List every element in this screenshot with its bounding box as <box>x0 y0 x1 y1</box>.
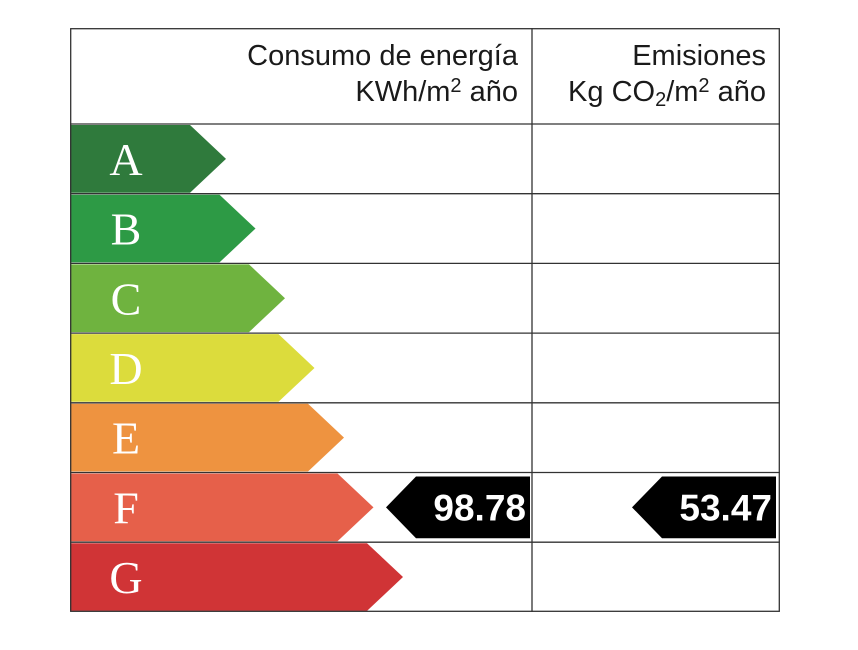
rating-bar-b <box>70 194 256 263</box>
rating-bar-c <box>70 264 285 333</box>
header-emisiones-line1: Emisiones <box>632 40 766 72</box>
rating-letter-c: C <box>111 273 142 324</box>
unit-text: año <box>461 76 518 108</box>
consumo-value: 98.78 <box>433 487 526 528</box>
header-consumo-line1: Consumo de energía <box>247 40 518 72</box>
rating-letter-g: G <box>109 552 142 603</box>
rating-bar-g <box>70 543 403 611</box>
rating-letter-d: D <box>109 343 142 394</box>
unit-sup: 2 <box>698 75 710 97</box>
unit-text: Kg CO <box>568 76 656 108</box>
unit-text: KWh/m <box>355 76 451 108</box>
rating-letter-f: F <box>113 482 139 533</box>
unit-sub: 2 <box>655 89 667 111</box>
rating-bar-a <box>70 125 226 193</box>
consumo-pointer <box>386 476 530 539</box>
rating-bar-d <box>70 334 315 402</box>
header-consumo: Consumo de energía KWh/m2 año <box>70 28 532 124</box>
rating-bar-e <box>70 403 344 472</box>
rating-letter-e: E <box>112 413 140 464</box>
unit-sup: 2 <box>450 75 462 97</box>
energy-label: Consumo de energía KWh/m2 año Emisiones … <box>70 28 780 612</box>
rating-bar-f <box>70 473 374 542</box>
rating-letter-b: B <box>111 204 142 255</box>
emisiones-value: 53.47 <box>679 487 772 528</box>
table-border <box>70 28 780 612</box>
unit-text: /m <box>666 76 699 108</box>
rating-letter-a: A <box>109 134 142 185</box>
emisiones-pointer <box>632 476 776 539</box>
header-emisiones-unit: Kg CO2/m2 año <box>532 74 766 110</box>
header-consumo-unit: KWh/m2 año <box>70 74 518 110</box>
header-emisiones: Emisiones Kg CO2/m2 año <box>532 28 780 124</box>
unit-text: año <box>709 76 766 108</box>
